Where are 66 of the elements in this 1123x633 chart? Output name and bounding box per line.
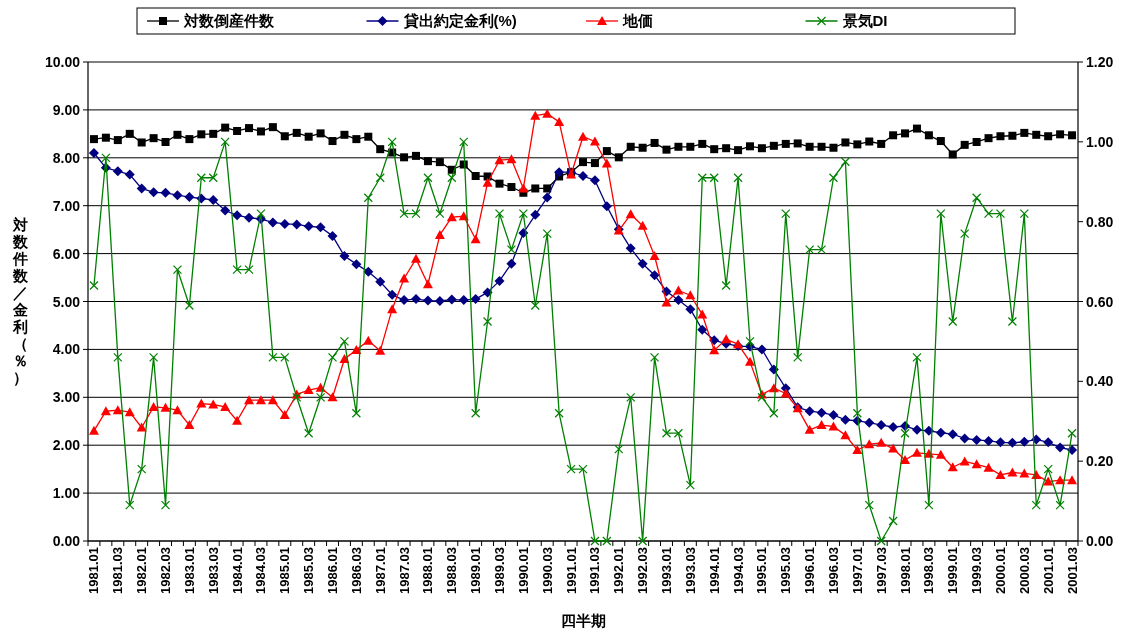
x-tick-label: 1990.01	[515, 547, 531, 594]
y-tick-label: 7.00	[52, 197, 81, 214]
x-tick-label: 1997.03	[873, 547, 889, 594]
x-tick-label: 1981.03	[110, 547, 126, 594]
x-tick-label: 1984.03	[253, 547, 269, 594]
legend-label: 対数倒産件数	[183, 12, 275, 29]
y2-tick-label: 0.80	[1086, 213, 1114, 230]
x-tick-label: 1981.01	[86, 547, 102, 594]
y2-tick-label: 1.20	[1086, 54, 1114, 70]
x-tick-label: 1996.03	[825, 547, 841, 594]
x-tick-label: 1993.01	[658, 547, 674, 594]
x-tick-label: 2000.01	[992, 547, 1008, 594]
x-tick-label: 1990.03	[539, 547, 555, 594]
y-tick-label: 3.00	[52, 389, 81, 406]
y-tick-label: 5.00	[52, 293, 81, 310]
y-tick-label: 0.00	[52, 533, 81, 549]
x-tick-label: 1991.03	[587, 547, 603, 594]
y2-tick-label: 1.00	[1086, 133, 1114, 150]
x-tick-label: 1997.01	[849, 547, 865, 594]
x-tick-label: 2001.03	[1064, 547, 1080, 594]
x-tick-label: 1988.03	[444, 547, 460, 594]
x-tick-label: 1989.01	[468, 547, 484, 594]
x-tick-label: 1996.01	[802, 547, 818, 594]
y-tick-label: 2.00	[52, 437, 81, 454]
y2-tick-label: 0.60	[1086, 293, 1114, 310]
x-tick-label: 1999.03	[969, 547, 985, 594]
x-tick-label: 1986.01	[325, 547, 341, 594]
legend-label: 地価	[622, 12, 653, 29]
x-tick-label: 2000.03	[1016, 547, 1032, 594]
x-axis-title: 四半期	[560, 612, 606, 629]
x-tick-label: 1992.03	[635, 547, 651, 594]
y-tick-label: 6.00	[52, 245, 81, 262]
y-tick-label: 9.00	[52, 101, 81, 118]
y-tick-label: 10.00	[44, 54, 81, 70]
x-tick-label: 1986.03	[348, 547, 364, 594]
x-tick-label: 1985.03	[301, 547, 317, 594]
x-tick-label: 1992.01	[611, 547, 627, 594]
text: 対数件数／金利（％）	[12, 216, 28, 386]
y-tick-label: 4.00	[52, 341, 81, 358]
y2-tick-label: 0.40	[1086, 373, 1114, 390]
x-tick-label: 1994.01	[706, 547, 722, 594]
x-tick-label: 1995.03	[778, 547, 794, 594]
x-tick-label: 1987.03	[396, 547, 412, 594]
x-tick-label: 1995.01	[754, 547, 770, 594]
y2-tick-label: 0.00	[1086, 533, 1114, 549]
x-tick-label: 1988.01	[420, 547, 436, 594]
x-tick-label: 1983.01	[181, 547, 197, 594]
y-tick-label: 8.00	[52, 149, 81, 166]
x-tick-label: 1998.03	[921, 547, 937, 594]
x-tick-label: 1991.01	[563, 547, 579, 594]
x-tick-label: 1983.03	[205, 547, 221, 594]
x-tick-label: 1987.01	[372, 547, 388, 594]
legend-label: 景気DI	[841, 12, 888, 29]
x-tick-label: 1999.01	[945, 547, 961, 594]
y-tick-label: 1.00	[52, 485, 81, 502]
y2-tick-label: 0.20	[1086, 453, 1114, 470]
x-tick-label: 1989.03	[492, 547, 508, 594]
x-tick-label: 1985.01	[277, 547, 293, 594]
x-tick-label: 1984.01	[229, 547, 245, 594]
x-tick-label: 1993.03	[682, 547, 698, 594]
x-tick-label: 1982.01	[134, 547, 150, 594]
x-tick-label: 1994.03	[730, 547, 746, 594]
x-tick-label: 1998.01	[897, 547, 913, 594]
x-tick-label: 2001.01	[1040, 547, 1056, 594]
x-tick-label: 1982.03	[158, 547, 174, 594]
legend-label: 貸出約定金利(%)	[402, 12, 517, 30]
